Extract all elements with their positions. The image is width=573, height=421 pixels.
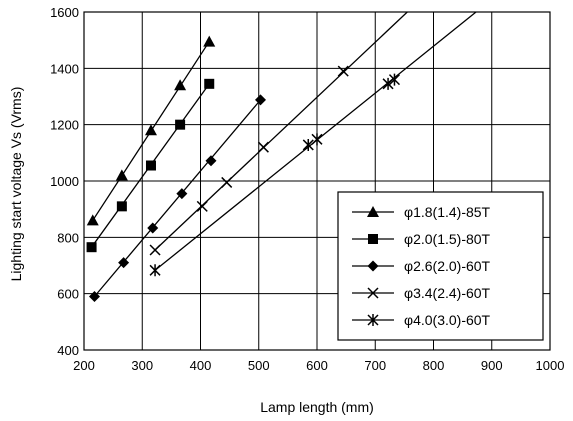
y-tick-label-1200: 1200 bbox=[50, 118, 79, 133]
series-4-point-2 bbox=[196, 200, 208, 212]
series-1-point-4 bbox=[174, 79, 187, 91]
series-1-point-2 bbox=[115, 169, 128, 181]
legend: φ1.8(1.4)-85T φ2.0(1.5)-80T φ2.6(2.0)-60T φ… bbox=[337, 191, 544, 341]
series-1-point-3 bbox=[144, 124, 157, 136]
series-3-point-3 bbox=[147, 222, 159, 234]
series-4-point-3 bbox=[221, 176, 233, 188]
series-4-line bbox=[154, 12, 408, 251]
series-2-point-4 bbox=[175, 119, 186, 130]
x-tick-label-500: 500 bbox=[248, 358, 270, 373]
y-tick-label-1400: 1400 bbox=[50, 61, 79, 76]
y-axis-title: Lighting start voltage Vs (Vrms) bbox=[8, 87, 24, 282]
x-tick-label-200: 200 bbox=[73, 358, 95, 373]
series-2-point-1 bbox=[86, 242, 97, 253]
x-tick-label-800: 800 bbox=[423, 358, 445, 373]
series-5 bbox=[149, 12, 477, 277]
y-tick-label-600: 600 bbox=[57, 287, 79, 302]
series-4-point-1 bbox=[149, 244, 161, 256]
series-1 bbox=[86, 35, 216, 226]
series-1-point-1 bbox=[86, 214, 99, 226]
y-tick-label-800: 800 bbox=[57, 230, 79, 245]
series-5-point-4 bbox=[382, 77, 394, 90]
series-5-point-5 bbox=[388, 73, 401, 86]
series-4-point-4 bbox=[257, 141, 269, 153]
series-2-point-3 bbox=[145, 160, 156, 171]
legend-marker-3 bbox=[367, 260, 379, 272]
x-tick-label-600: 600 bbox=[306, 358, 328, 373]
legend-marker-2 bbox=[368, 234, 378, 244]
legend-marker-5 bbox=[367, 314, 379, 326]
series-1-point-5 bbox=[203, 35, 216, 47]
x-tick-label-1000: 1000 bbox=[536, 358, 565, 373]
grid bbox=[84, 12, 550, 350]
series-2 bbox=[86, 78, 215, 253]
axes: 200 300 400 500 600 700 800 900 1000 400 600 800 100… bbox=[50, 5, 564, 373]
series-5-point-1 bbox=[149, 264, 161, 277]
y-tick-label-1000: 1000 bbox=[50, 174, 79, 189]
legend-label-2: φ2.0(1.5)-80T bbox=[404, 231, 491, 247]
series-5-point-3 bbox=[311, 133, 323, 146]
series-3 bbox=[88, 94, 266, 302]
legend-label-5: φ4.0(3.0)-60T bbox=[404, 312, 491, 328]
x-tick-label-400: 400 bbox=[190, 358, 212, 373]
series-4 bbox=[149, 12, 408, 256]
legend-label-4: φ3.4(2.4)-60T bbox=[404, 285, 491, 301]
legend-label-1: φ1.8(1.4)-85T bbox=[404, 204, 491, 220]
x-tick-label-300: 300 bbox=[131, 358, 153, 373]
y-tick-label-400: 400 bbox=[57, 343, 79, 358]
series-3-point-1 bbox=[88, 290, 100, 302]
series-3-point-6 bbox=[254, 94, 266, 106]
series-3-point-2 bbox=[118, 257, 130, 269]
series-3-point-5 bbox=[205, 155, 217, 167]
plot-frame bbox=[83, 11, 551, 351]
series-5-point-2 bbox=[302, 138, 314, 151]
x-axis-title: Lamp length (mm) bbox=[260, 399, 374, 415]
legend-marker-1 bbox=[367, 206, 379, 217]
series-4-point-5 bbox=[337, 65, 349, 77]
y-tick-label-1600: 1600 bbox=[50, 5, 79, 20]
x-tick-label-700: 700 bbox=[364, 358, 386, 373]
series-2-point-5 bbox=[204, 78, 215, 89]
legend-marker-4 bbox=[367, 287, 379, 299]
series-3-point-4 bbox=[176, 188, 188, 200]
x-tick-label-900: 900 bbox=[481, 358, 503, 373]
legend-label-3: φ2.6(2.0)-60T bbox=[404, 258, 491, 274]
series-group bbox=[86, 12, 477, 302]
series-2-point-2 bbox=[116, 201, 127, 212]
